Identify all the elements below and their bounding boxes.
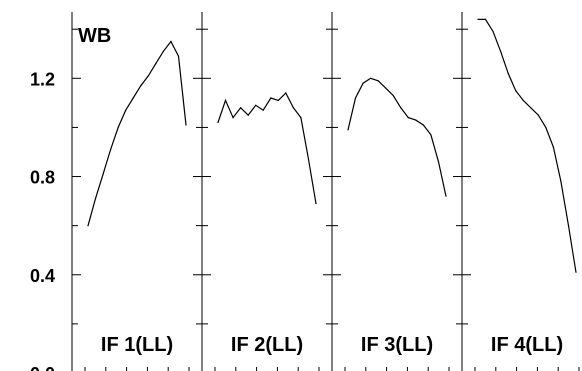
data-point (567, 225, 570, 227)
panel-3: IF 3(LL) (331, 12, 462, 371)
data-point (102, 173, 104, 175)
data-point (170, 40, 172, 43)
series-line (478, 18, 577, 273)
y-tick-label: 1.2 (30, 69, 55, 89)
data-point (575, 271, 577, 273)
data-point (415, 119, 417, 121)
data-point (162, 50, 164, 52)
panel-label: IF 1(LL) (101, 334, 173, 356)
panel-label: IF 2(LL) (231, 334, 303, 356)
data-point (300, 117, 302, 119)
data-point (247, 114, 249, 116)
data-point (430, 134, 432, 136)
data-point (507, 72, 509, 74)
panel-2: IF 2(LL) (201, 12, 332, 371)
panel-1: IF 1(LL) (71, 12, 202, 371)
data-point (262, 109, 264, 111)
data-point (177, 55, 180, 57)
data-point (492, 31, 494, 33)
data-point (292, 107, 294, 109)
data-point (255, 104, 257, 106)
data-point (370, 77, 372, 79)
data-point (407, 117, 409, 119)
y-tick-label: 0.8 (30, 168, 55, 188)
data-point (500, 50, 502, 52)
data-point (422, 124, 424, 126)
data-point (285, 92, 287, 94)
data-point (522, 99, 524, 101)
data-point (87, 225, 89, 227)
data-point (437, 161, 440, 163)
data-point (132, 97, 134, 99)
data-point (240, 107, 242, 109)
data-point (155, 63, 157, 65)
data-point (530, 107, 532, 109)
series-line (217, 91, 317, 204)
data-point (552, 146, 555, 148)
data-point (224, 99, 227, 101)
y-tick-label: 0.4 (30, 266, 55, 286)
data-point (545, 126, 547, 128)
data-point (125, 109, 127, 111)
data-point (277, 99, 279, 101)
data-point (385, 87, 387, 89)
series-line (87, 40, 187, 226)
panel-label: IF 4(LL) (491, 334, 563, 356)
data-point (147, 75, 149, 77)
data-point (217, 121, 219, 124)
data-point (94, 198, 97, 200)
y-axis-labels: 0.0 0.4 0.8 1.2 (30, 69, 55, 371)
panel-4: IF 4(LL) (461, 12, 580, 371)
data-point (232, 117, 234, 119)
data-point (400, 107, 402, 109)
data-point (515, 90, 517, 92)
data-point (270, 97, 272, 99)
data-point (185, 124, 187, 126)
data-point (537, 114, 539, 116)
data-point (347, 129, 349, 131)
data-point (560, 180, 562, 182)
data-point (354, 97, 357, 99)
data-point (392, 94, 394, 97)
data-point (307, 158, 310, 160)
chart-title: WB (78, 25, 111, 47)
chart-panels: IF 1(LL) IF 2(LL) IF 3(LL) IF 4(LL) (71, 12, 580, 371)
panel-label: IF 3(LL) (361, 334, 433, 356)
series-line (347, 77, 447, 197)
data-point (110, 148, 112, 151)
data-point (315, 203, 317, 205)
data-point (377, 80, 379, 82)
y-tick-label: 0.0 (30, 364, 55, 371)
data-point (117, 126, 119, 128)
data-point (445, 195, 447, 197)
data-point (362, 82, 364, 84)
data-point (140, 85, 142, 87)
data-point (477, 18, 479, 20)
data-point (484, 18, 487, 20)
